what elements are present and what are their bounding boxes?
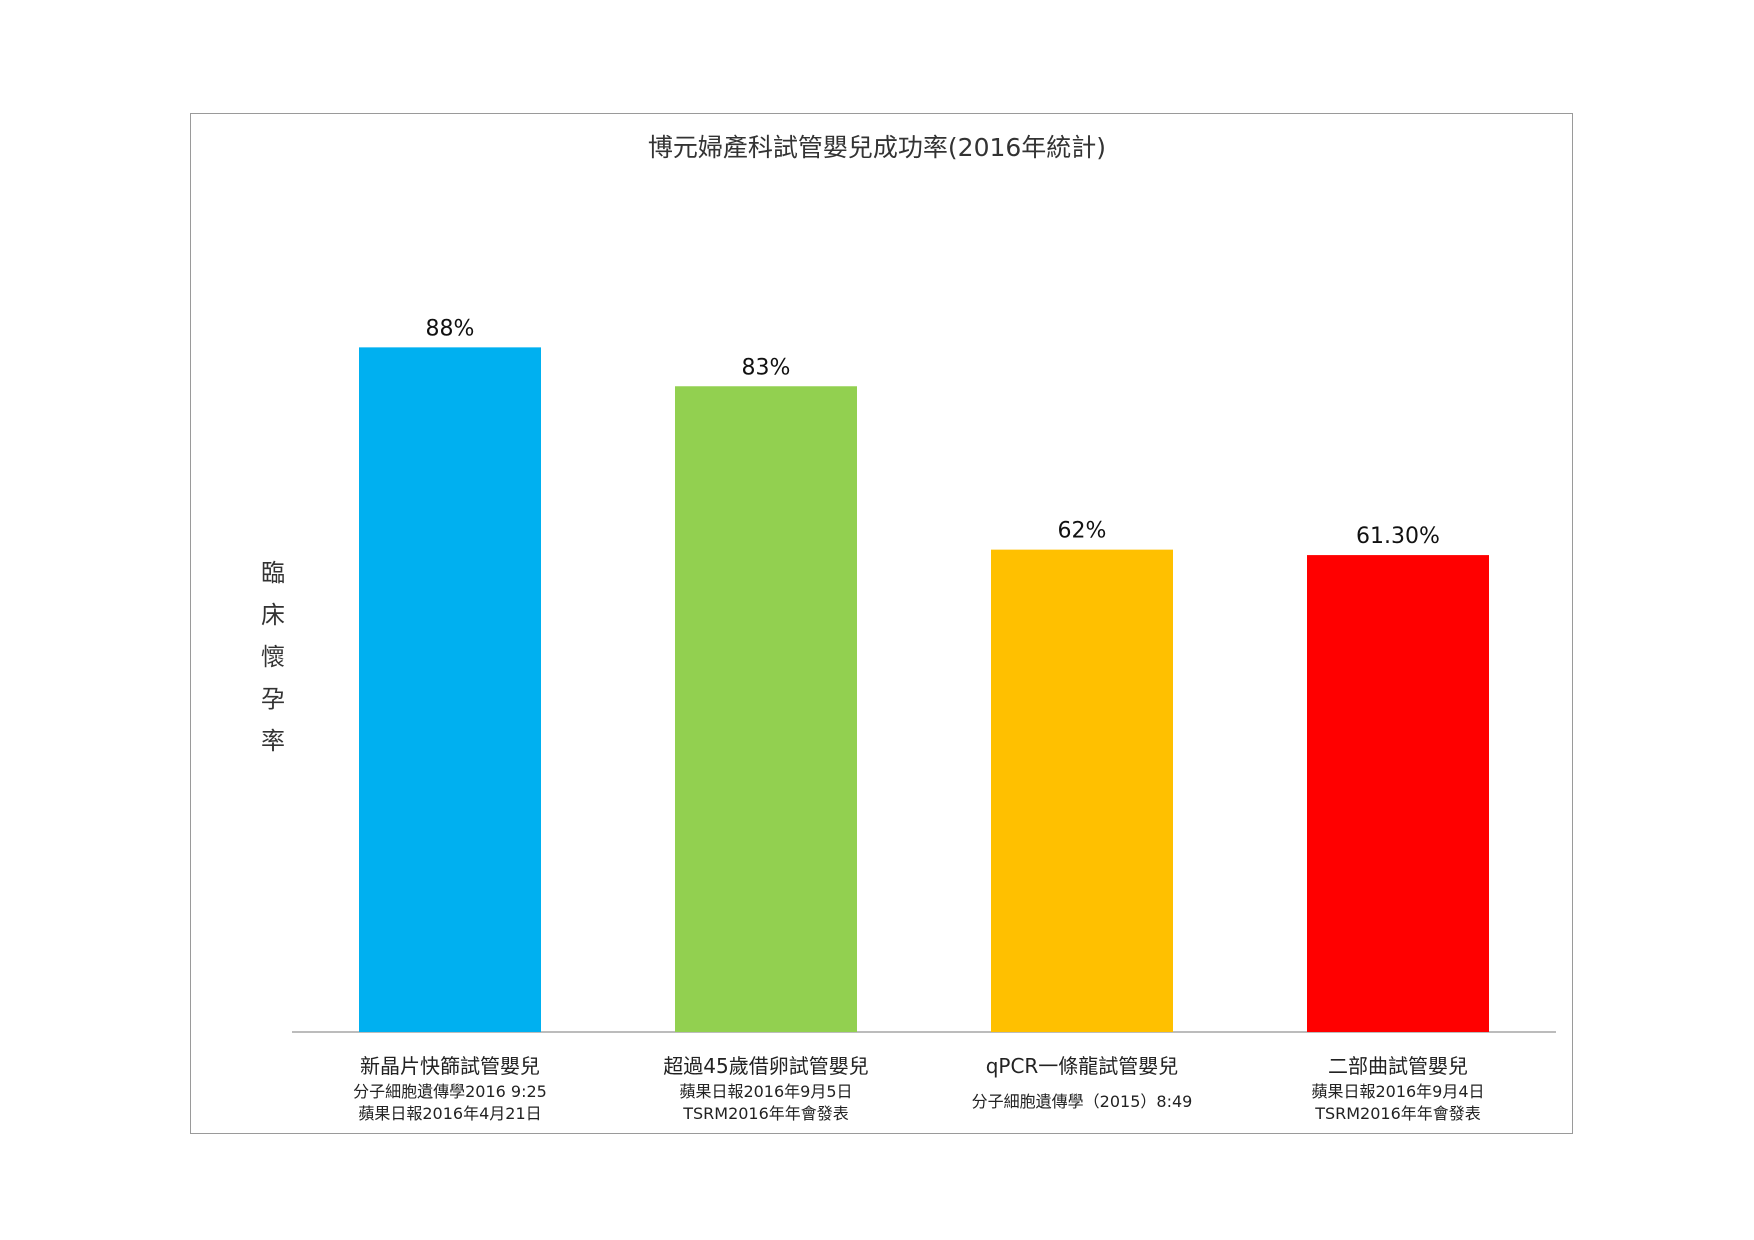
category-source: 分子細胞遺傳學（2015）8:49 [971, 1092, 1193, 1111]
category-name: 超過45歲借卵試管嬰兒 [663, 1054, 869, 1078]
category-label: 二部曲試管嬰兒蘋果日報2016年9月4日 TSRM2016年年會發表 [1311, 1050, 1484, 1125]
data-label: 62% [1058, 519, 1107, 544]
data-label: 88% [426, 316, 475, 341]
data-label: 83% [742, 355, 791, 380]
category-label: 超過45歲借卵試管嬰兒蘋果日報2016年9月5日 TSRM2016年年會發表 [663, 1050, 868, 1125]
category-label: 新晶片快篩試管嬰兒分子細胞遺傳學2016 9:25 蘋果日報2016年4月21日 [353, 1050, 547, 1125]
category-source: 分子細胞遺傳學2016 9:25 [353, 1082, 547, 1101]
category-source: 蘋果日報2016年9月5日 [679, 1082, 853, 1101]
category-name: qPCR一條龍試管嬰兒 [985, 1054, 1179, 1078]
category-source: 蘋果日報2016年9月4日 [1311, 1082, 1485, 1101]
category-name: 二部曲試管嬰兒 [1328, 1054, 1468, 1078]
y-axis-label: 臨床懷孕率 [261, 559, 285, 755]
bar [359, 347, 541, 1032]
bar [675, 386, 857, 1032]
category-name: 新晶片快篩試管嬰兒 [360, 1054, 540, 1078]
chart-title: 博元婦產科試管嬰兒成功率(2016年統計) [647, 133, 1107, 162]
bar [991, 549, 1173, 1032]
data-label: 61.30% [1356, 524, 1440, 549]
category-source: 蘋果日報2016年4月21日 [358, 1104, 542, 1123]
category-label: qPCR一條龍試管嬰兒分子細胞遺傳學（2015）8:49 [972, 1050, 1193, 1113]
bar [1307, 555, 1489, 1032]
category-source: TSRM2016年年會發表 [1315, 1104, 1481, 1123]
category-source: TSRM2016年年會發表 [683, 1104, 849, 1123]
